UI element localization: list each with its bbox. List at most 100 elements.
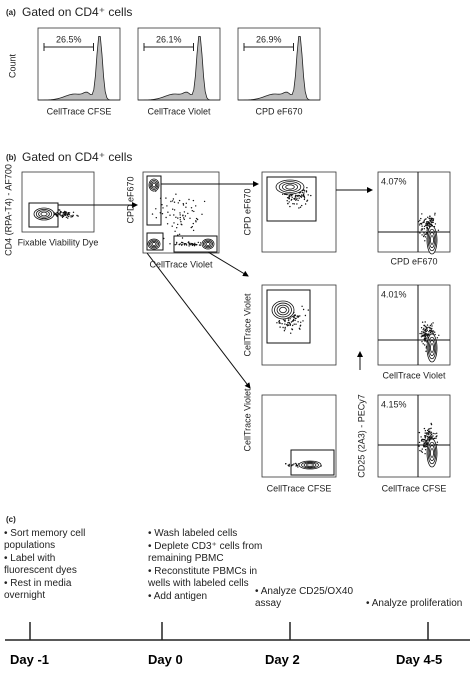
event-dot [173, 222, 175, 224]
event-dot [425, 326, 428, 328]
step-list: Sort memory cell populationsLabel with f… [4, 528, 104, 603]
event-dot [190, 207, 193, 209]
event-dot [297, 321, 299, 323]
event-dot [426, 334, 429, 336]
event-dot [292, 464, 294, 466]
event-dot [292, 203, 294, 205]
event-dot [423, 234, 425, 236]
event-dot [424, 441, 426, 443]
event-dot [301, 194, 303, 196]
event-dot [420, 440, 423, 442]
event-dot [283, 330, 286, 332]
event-dot [425, 435, 427, 437]
event-dot [189, 244, 191, 246]
event-dot [166, 205, 168, 207]
gate-percent: 26.1% [156, 34, 182, 44]
contour [271, 300, 295, 320]
event-dot [438, 334, 440, 336]
event-dot [191, 243, 194, 245]
event-dot [427, 326, 429, 328]
event-dot [435, 435, 437, 438]
event-dot [434, 437, 436, 439]
event-dot [297, 466, 299, 468]
event-dot [419, 232, 421, 234]
event-dot [182, 204, 185, 206]
event-dot [68, 215, 70, 218]
contour [430, 343, 434, 353]
event-dot [184, 215, 187, 217]
event-dot [429, 327, 431, 330]
event-dot [179, 214, 181, 216]
y-axis-label: CD4 (RPA-T4) - AF700 [3, 164, 13, 256]
event-dot [424, 334, 426, 336]
event-dot [288, 194, 290, 197]
event-dot [424, 330, 427, 332]
event-dot [76, 214, 78, 217]
event-dot [434, 223, 437, 225]
event-dot [182, 203, 184, 205]
gate [173, 235, 218, 253]
event-dot [430, 427, 432, 429]
event-dot [299, 315, 301, 317]
event-dot [419, 449, 421, 452]
y-axis-label: CPD eF670 [242, 188, 252, 235]
event-dot [175, 243, 178, 245]
event-dot [65, 216, 68, 218]
event-dot [421, 228, 423, 230]
event-dot [191, 226, 193, 228]
event-dot [303, 198, 306, 201]
event-dot [284, 323, 286, 325]
event-dot [429, 220, 432, 222]
event-dot [431, 327, 433, 330]
event-dot [298, 194, 301, 197]
event-dot [169, 214, 171, 216]
event-dot [189, 217, 191, 219]
event-dot [430, 422, 432, 425]
event-dot [181, 237, 184, 239]
event-dot [423, 228, 425, 230]
event-dot [176, 241, 178, 244]
event-dot [59, 214, 61, 216]
event-dot [68, 214, 71, 216]
event-dot [299, 206, 302, 208]
event-dot [288, 201, 290, 203]
event-dot [300, 321, 302, 323]
event-dot [428, 333, 430, 335]
event-dot [294, 314, 296, 317]
event-dot [419, 219, 421, 222]
event-dot [424, 326, 426, 328]
event-dot [418, 431, 421, 434]
event-dot [427, 221, 429, 223]
event-dot [288, 322, 291, 324]
event-dot [60, 215, 62, 217]
event-dot [290, 332, 292, 334]
event-dot [292, 315, 294, 318]
event-dot [192, 222, 194, 225]
event-dot [288, 196, 290, 198]
event-dot [419, 222, 421, 225]
event-dot [434, 212, 436, 214]
event-dot [278, 320, 280, 323]
gate [28, 202, 59, 228]
event-dot [288, 465, 290, 467]
event-dot [179, 212, 181, 214]
contour [285, 184, 295, 190]
event-dot [420, 336, 423, 338]
event-dot [295, 196, 297, 198]
event-dot [195, 244, 198, 246]
event-dot [179, 216, 181, 219]
histogram [38, 35, 120, 101]
event-dot [310, 194, 312, 197]
event-dot [297, 199, 299, 202]
day-label: Day -1 [10, 652, 50, 667]
event-dot [59, 212, 61, 214]
event-dot [424, 438, 426, 441]
event-dot [173, 201, 176, 203]
event-dot [291, 328, 293, 330]
event-dot [426, 429, 429, 432]
event-dot [188, 198, 190, 201]
event-dot [161, 204, 163, 206]
event-dot [418, 445, 420, 447]
event-dot [421, 334, 423, 336]
event-dot [303, 192, 305, 194]
